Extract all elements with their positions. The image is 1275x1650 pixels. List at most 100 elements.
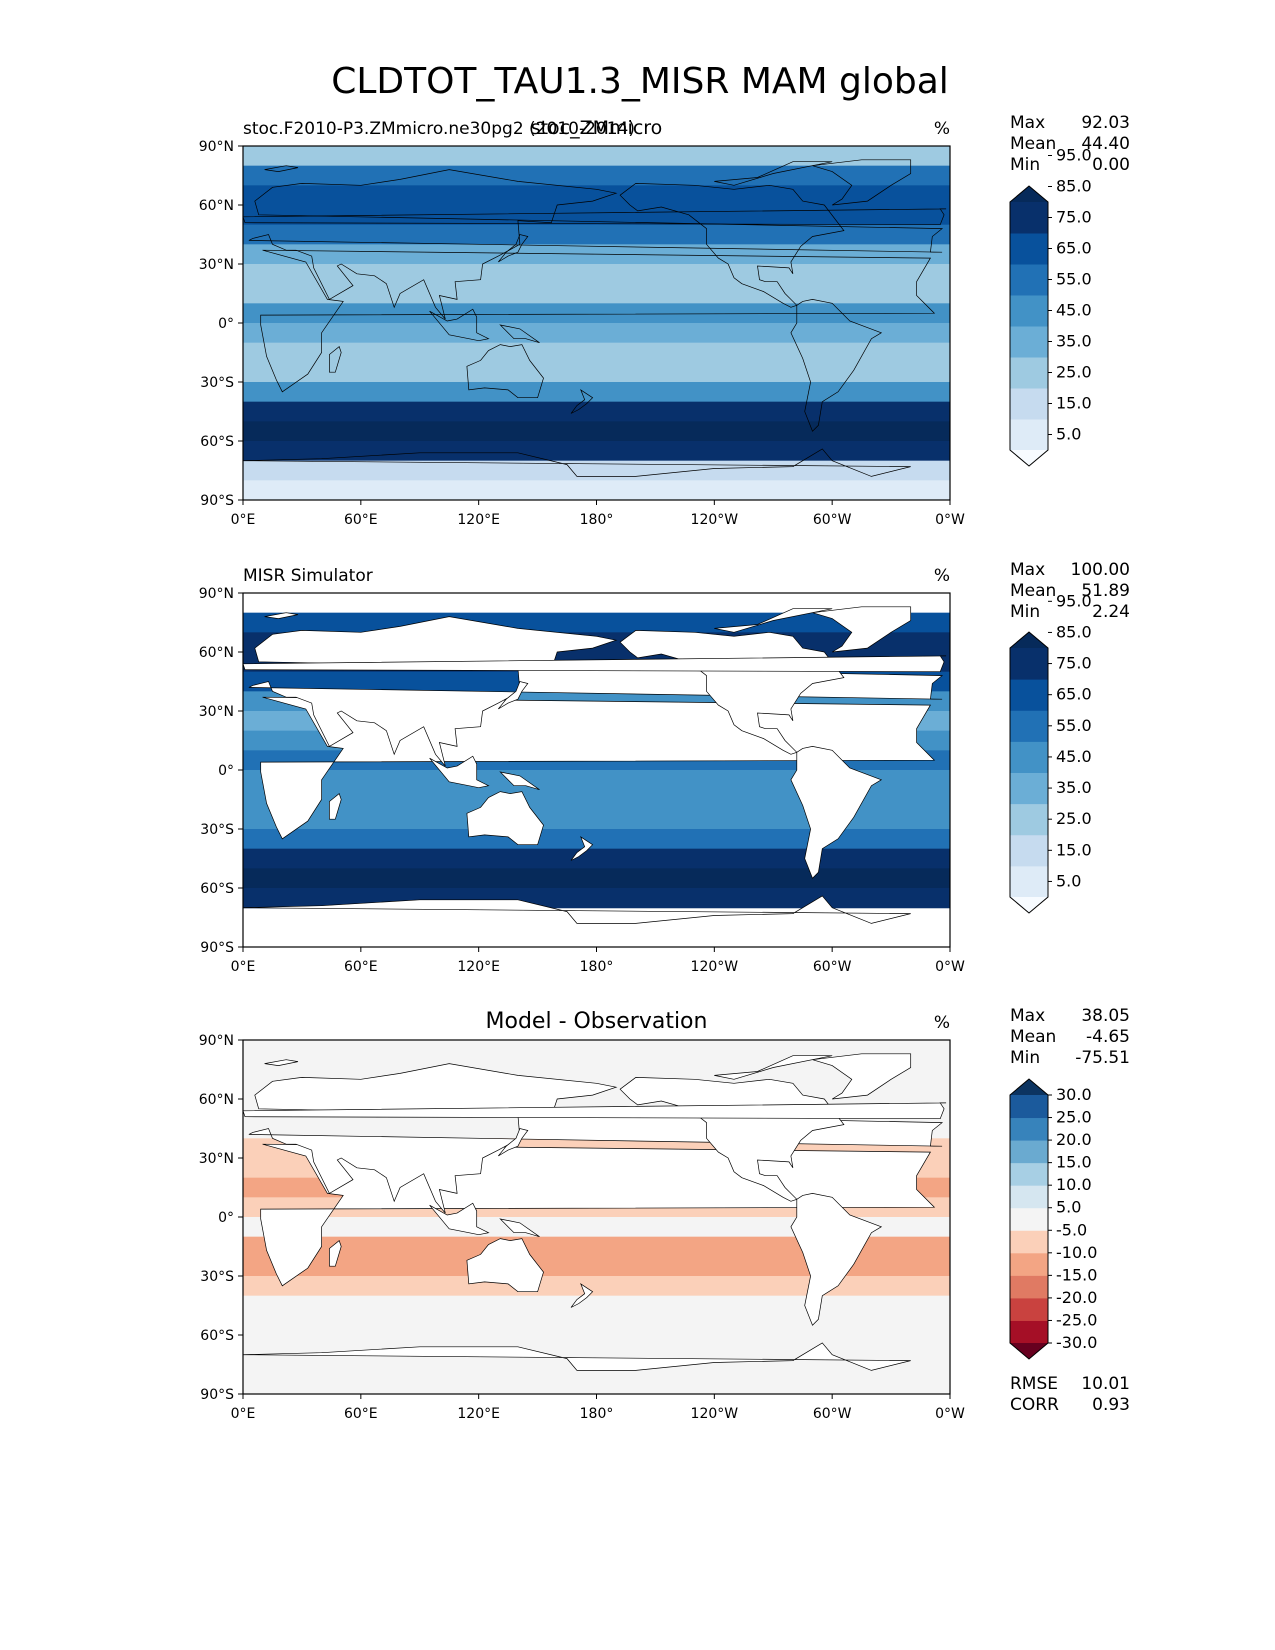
stat-label: Min bbox=[1010, 1048, 1040, 1068]
xtick-label: 0°W bbox=[935, 1406, 965, 1422]
coastline-antarctica bbox=[243, 895, 911, 947]
coastline-japan bbox=[498, 234, 529, 263]
colorbar-label: 65.0 bbox=[1056, 239, 1092, 258]
ytick-label: 60°N bbox=[199, 1092, 234, 1108]
coastline-uk bbox=[243, 208, 947, 226]
lat-band bbox=[243, 323, 950, 344]
xtick-label: 60°E bbox=[344, 512, 378, 528]
xtick-label: 120°W bbox=[691, 959, 739, 975]
panel-model: 90°N 60°N 30°N 0° 30°S 60°S 90°S 0°E 60°E 120°E 18… bbox=[199, 113, 1130, 528]
ytick-label: 60°S bbox=[200, 434, 234, 450]
colorbar-label: 35.0 bbox=[1056, 332, 1092, 351]
coastline-south-america bbox=[790, 299, 883, 432]
coastline-canadian-islands bbox=[714, 608, 833, 633]
colorbar-label: 55.0 bbox=[1056, 716, 1092, 735]
xtick-label: 120°W bbox=[691, 1406, 739, 1422]
xtick-label: 120°E bbox=[457, 959, 500, 975]
xtick-label: 0°E bbox=[231, 512, 256, 528]
colorbar: -30.0 -25.0 -20.0 -15.0 -10.0 -5.0 5.0 10.0 15.0… bbox=[1009, 1078, 1097, 1360]
lat-band bbox=[243, 770, 950, 791]
panel-title-left: MISR Simulator bbox=[243, 566, 373, 586]
colorbar-label: 75.0 bbox=[1056, 208, 1092, 227]
colorbar-segment bbox=[1010, 741, 1048, 773]
field-observation bbox=[243, 593, 950, 947]
colorbar-label: 45.0 bbox=[1056, 747, 1092, 766]
ytick-label: 60°N bbox=[199, 198, 234, 214]
stat-value: 44.40 bbox=[1081, 134, 1130, 154]
colorbar-label: 30.0 bbox=[1056, 1085, 1092, 1104]
colorbar-label: 20.0 bbox=[1056, 1130, 1092, 1149]
colorbar-segment bbox=[1010, 295, 1048, 327]
coastline-svalbard bbox=[264, 165, 299, 172]
colorbar-segment bbox=[1010, 834, 1048, 867]
colorbar-label: 85.0 bbox=[1056, 622, 1092, 641]
units-label: % bbox=[934, 1013, 950, 1033]
lat-band bbox=[243, 342, 950, 363]
colorbar-label: -10.0 bbox=[1056, 1243, 1097, 1262]
xtick-label: 0°W bbox=[935, 512, 965, 528]
lat-band bbox=[243, 165, 950, 186]
ytick-label: 0° bbox=[218, 763, 234, 779]
coastline-madagascar bbox=[329, 1240, 342, 1267]
stat-label: RMSE bbox=[1010, 1374, 1058, 1394]
colorbar-segment bbox=[1010, 419, 1048, 451]
colorbar-segment bbox=[1010, 679, 1048, 711]
coastline-south-america bbox=[790, 746, 883, 879]
lat-band bbox=[243, 848, 950, 869]
coastline-canadian-islands bbox=[714, 1055, 833, 1080]
colorbar-segment bbox=[1010, 326, 1048, 358]
colorbar-segment bbox=[1010, 1252, 1048, 1276]
lat-band bbox=[243, 421, 950, 442]
colorbar-label: 55.0 bbox=[1056, 270, 1092, 289]
lat-band bbox=[243, 1256, 950, 1277]
panel-observation: 90°N 60°N 30°N 0° 30°S 60°S 90°S 0°E 60°E 120°E 18… bbox=[199, 560, 1130, 975]
colorbar-segment bbox=[1010, 1275, 1048, 1299]
units-label: % bbox=[934, 566, 950, 586]
stat-label: Mean bbox=[1010, 1027, 1056, 1047]
colorbar-label: 35.0 bbox=[1056, 778, 1092, 797]
coastline-madagascar bbox=[329, 793, 342, 820]
stat-value: 38.05 bbox=[1081, 1006, 1130, 1026]
coastline-new-guinea bbox=[499, 771, 540, 791]
stat-value: -75.51 bbox=[1075, 1048, 1130, 1068]
ytick-label: 30°S bbox=[200, 375, 234, 391]
lat-band bbox=[243, 283, 950, 304]
stat-value: 92.03 bbox=[1081, 113, 1130, 133]
xtick-label: 180° bbox=[580, 512, 614, 528]
ytick-label: 90°S bbox=[200, 1387, 234, 1403]
coastline-australia bbox=[466, 1238, 544, 1293]
coastline-svalbard bbox=[264, 1059, 299, 1066]
colorbar-extend-max bbox=[1010, 632, 1048, 648]
field-difference bbox=[243, 1040, 950, 1394]
lat-band bbox=[243, 789, 950, 810]
colorbar-label: 10.0 bbox=[1056, 1175, 1092, 1194]
colorbar-label: 95.0 bbox=[1056, 146, 1092, 165]
colorbar-label: -20.0 bbox=[1056, 1288, 1097, 1307]
colorbar-segment bbox=[1010, 710, 1048, 742]
colorbar-extend-min bbox=[1010, 897, 1048, 913]
colorbar-extend-max bbox=[1010, 1079, 1048, 1095]
coastline-new-guinea bbox=[499, 324, 540, 344]
xtick-label: 60°E bbox=[344, 959, 378, 975]
panel-title-left: stoc.F2010-P3.ZMmicro.ne30pg2 (2010-2014… bbox=[243, 119, 635, 139]
stat-value: 10.01 bbox=[1081, 1374, 1130, 1394]
lat-band bbox=[243, 303, 950, 324]
colorbar-label: -30.0 bbox=[1056, 1333, 1097, 1352]
lat-band bbox=[243, 868, 950, 889]
coastline-antarctica bbox=[243, 1342, 911, 1394]
xtick-label: 60°W bbox=[813, 1406, 852, 1422]
stat-label: Mean bbox=[1010, 134, 1056, 154]
coastline-eurasia bbox=[248, 169, 944, 320]
coastline-indonesia bbox=[429, 308, 490, 342]
stat-value: 100.00 bbox=[1071, 560, 1130, 580]
ytick-label: 30°N bbox=[199, 704, 234, 720]
stat-label: Max bbox=[1010, 560, 1045, 580]
coastline-japan bbox=[498, 681, 529, 710]
coastline-new-zealand bbox=[570, 1282, 594, 1308]
coastline-madagascar bbox=[329, 346, 342, 373]
xtick-label: 180° bbox=[580, 959, 614, 975]
lat-band bbox=[243, 1236, 950, 1257]
colorbar: 5.0 15.0 25.0 35.0 45.0 55.0 65.0 75.0 85.0 95.0 bbox=[1009, 591, 1092, 914]
coastline-new-zealand bbox=[570, 835, 594, 861]
